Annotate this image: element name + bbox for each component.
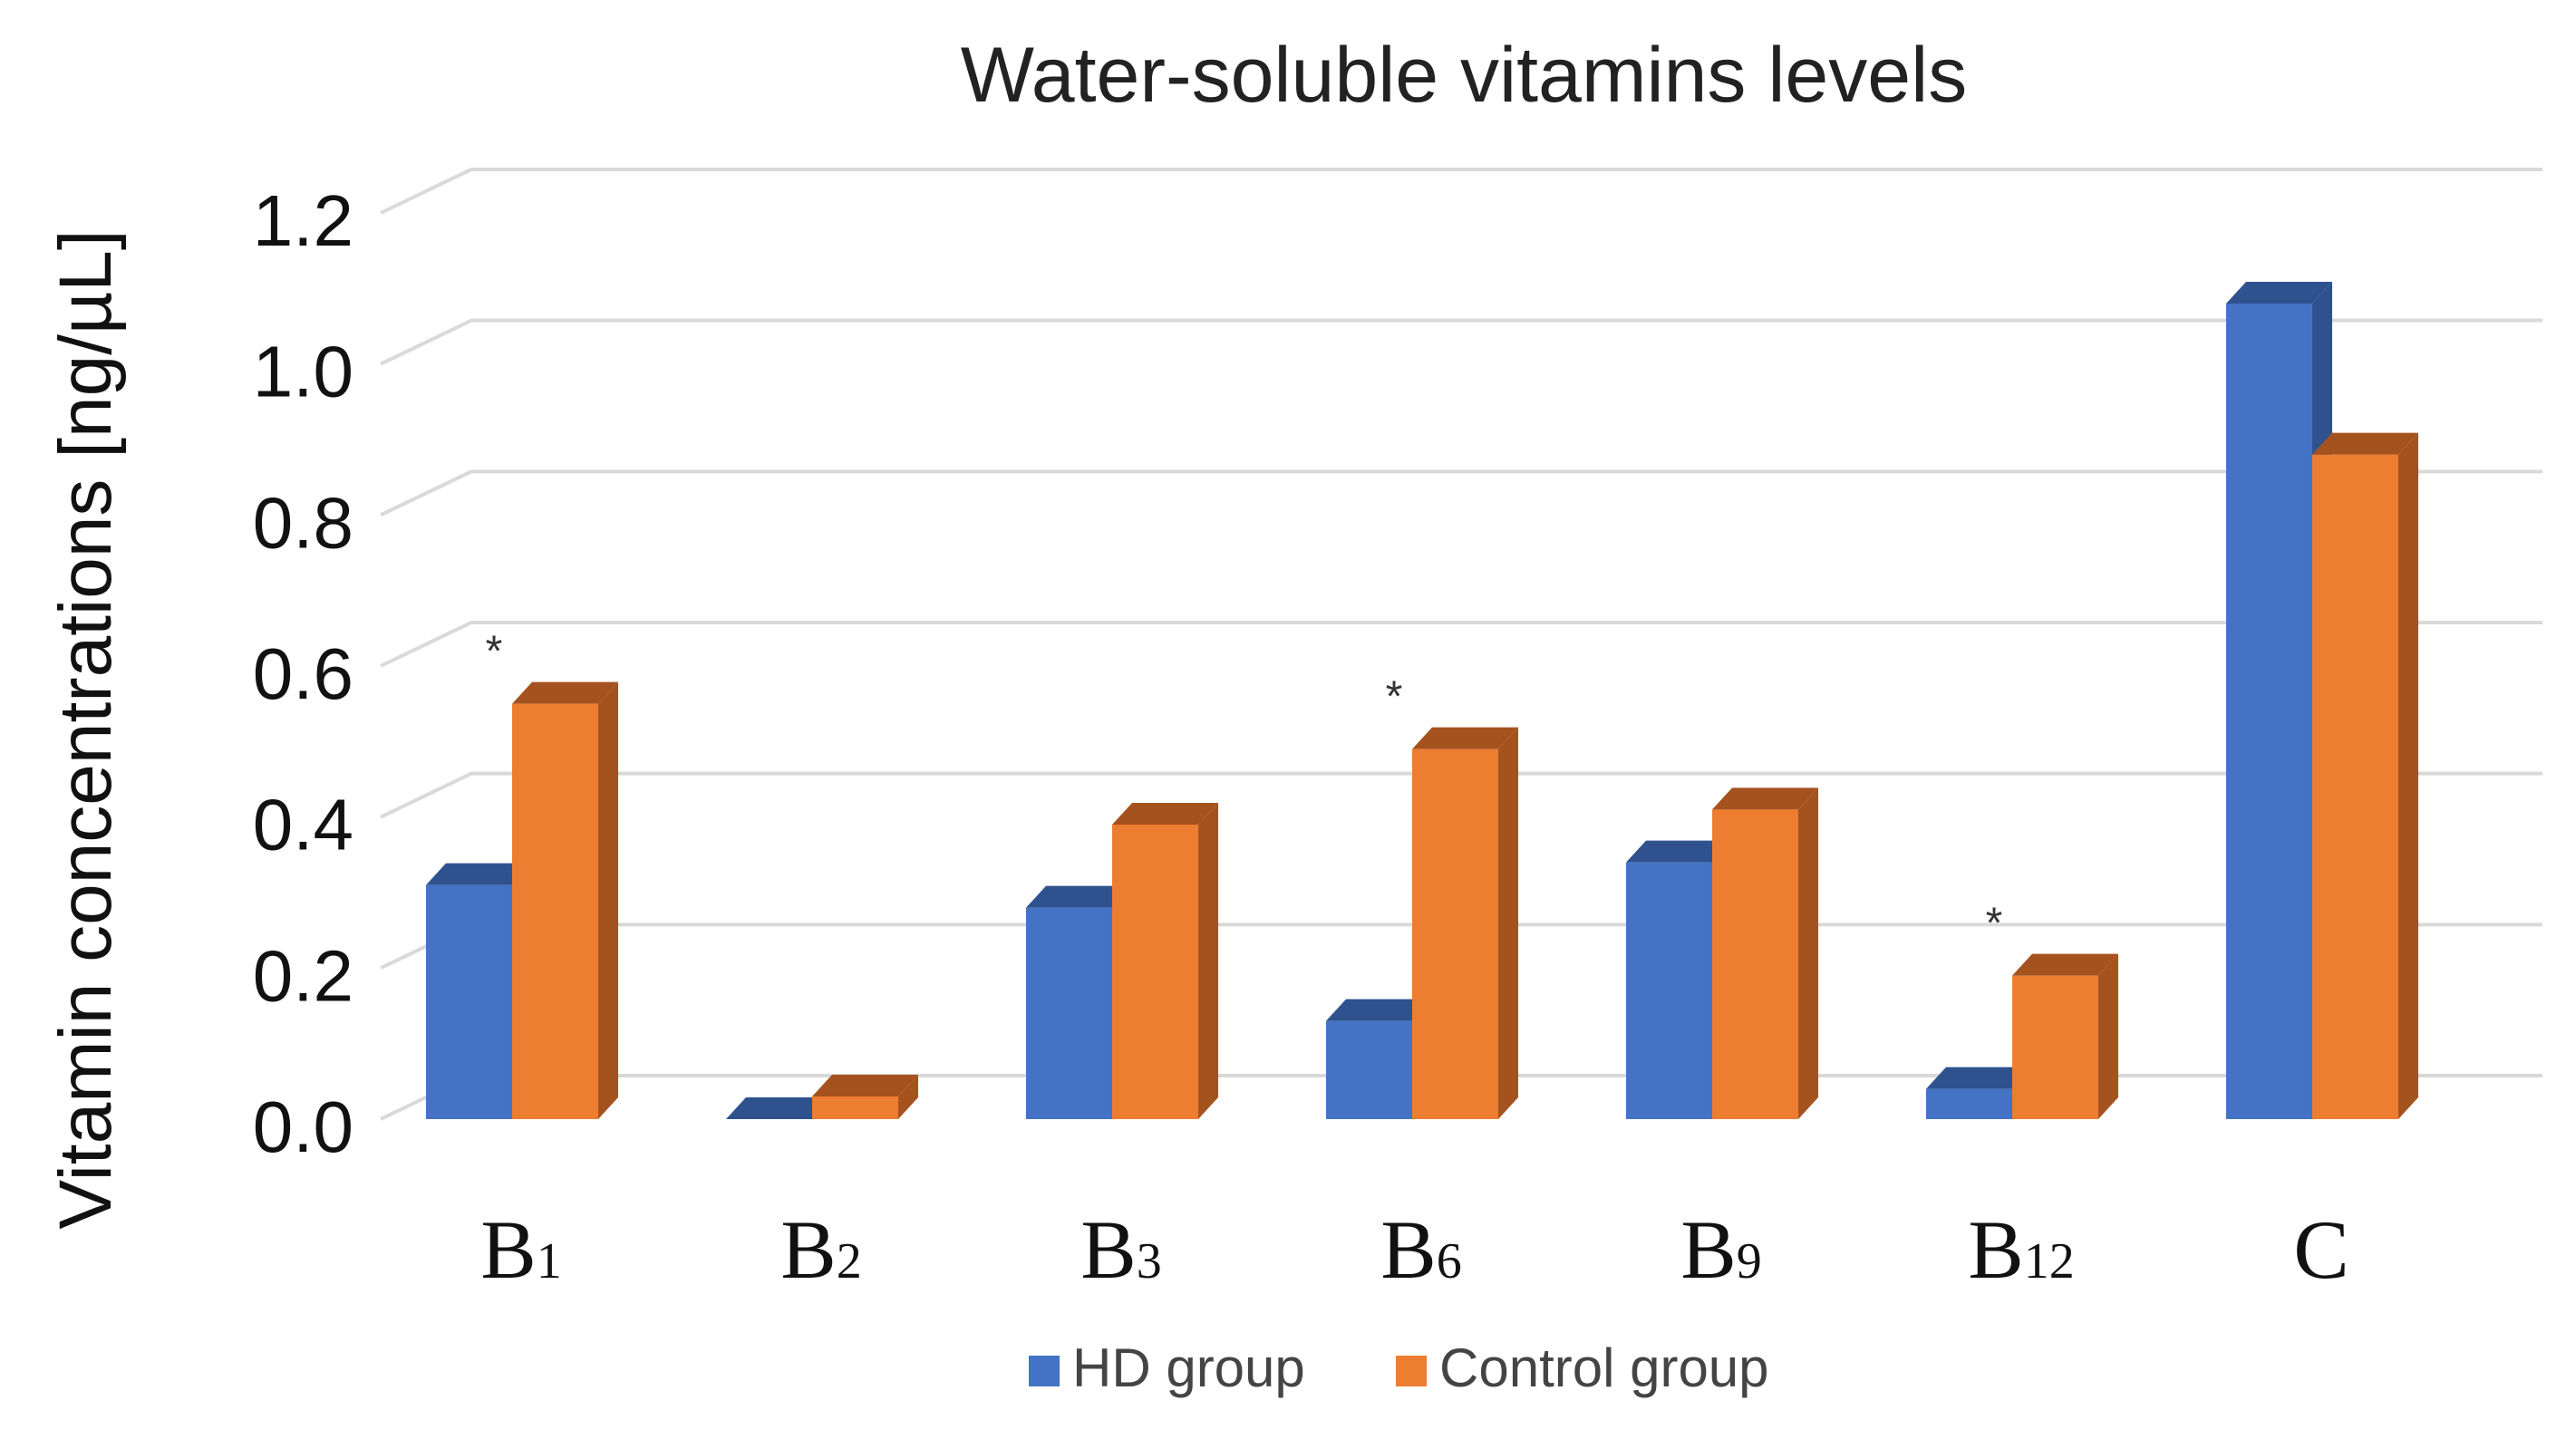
bar-top bbox=[1326, 999, 1432, 1021]
bar-front bbox=[1112, 825, 1198, 1119]
y-tick-label: 0.4 bbox=[253, 785, 353, 865]
x-tick-label: B3 bbox=[1080, 1203, 1161, 1296]
bar-top bbox=[1626, 840, 1732, 863]
bar-front bbox=[1412, 748, 1498, 1119]
bar-front bbox=[1026, 907, 1112, 1119]
bar-front bbox=[1626, 862, 1712, 1119]
bar-control-group bbox=[1112, 803, 1218, 1119]
bar-top bbox=[2226, 282, 2332, 304]
x-tick-letter: C bbox=[2293, 1203, 2348, 1296]
bar-top bbox=[1026, 885, 1132, 908]
bar-control-group bbox=[1712, 787, 1818, 1119]
x-tick-label: B9 bbox=[1680, 1203, 1761, 1296]
bar-control-group bbox=[1412, 727, 1518, 1119]
bar-top bbox=[1412, 727, 1518, 749]
bar-top bbox=[1712, 787, 1818, 810]
bar-top bbox=[2312, 432, 2418, 455]
legend-label: HD group bbox=[1072, 1338, 1305, 1398]
x-tick-label: B2 bbox=[780, 1203, 861, 1296]
bar-front bbox=[2226, 304, 2312, 1119]
x-tick-label: B12 bbox=[1968, 1203, 2074, 1296]
y-tick-label: 1.2 bbox=[253, 180, 353, 261]
bar-top bbox=[1112, 803, 1218, 825]
x-tick-subscript: 9 bbox=[1737, 1233, 1762, 1289]
bar-side bbox=[1798, 787, 1818, 1119]
gridline bbox=[380, 168, 2542, 215]
gridline bbox=[380, 469, 2542, 517]
y-tick-label: 0.0 bbox=[253, 1086, 353, 1167]
bar-top bbox=[812, 1075, 918, 1096]
y-axis-label: Vitamin concentrations [ng/µL] bbox=[44, 229, 127, 1229]
bar-side bbox=[898, 1075, 918, 1119]
bar-front bbox=[1926, 1088, 2012, 1119]
bar-front bbox=[2012, 975, 2098, 1119]
x-tick-letter: B bbox=[1968, 1203, 2023, 1296]
significance-marker: * bbox=[1386, 673, 1403, 721]
bar-hd-group bbox=[726, 1097, 832, 1119]
bar-side bbox=[1198, 803, 1218, 1119]
bars: * * * bbox=[426, 282, 2418, 1120]
x-tick-subscript: 2 bbox=[837, 1233, 862, 1289]
bar-top bbox=[426, 863, 532, 885]
x-tick-label: B6 bbox=[1380, 1203, 1461, 1296]
bar-top bbox=[726, 1097, 832, 1119]
bar-front bbox=[512, 703, 598, 1119]
bar-front bbox=[2312, 454, 2398, 1120]
chart-title: Water-soluble vitamins levels bbox=[961, 32, 1967, 119]
bar-front bbox=[1326, 1020, 1412, 1119]
bar-side bbox=[2398, 432, 2418, 1120]
y-tick-label: 1.0 bbox=[253, 332, 353, 412]
x-tick-subscript: 3 bbox=[1137, 1233, 1162, 1289]
significance-marker: * bbox=[486, 628, 503, 676]
y-tick-label: 0.6 bbox=[253, 633, 353, 714]
x-tick-letter: B bbox=[1380, 1203, 1436, 1296]
x-tick-letter: B bbox=[1080, 1203, 1136, 1296]
bar-front bbox=[812, 1096, 898, 1119]
legend: HD group Control group bbox=[1029, 1338, 1769, 1398]
bar-control-group bbox=[2012, 953, 2118, 1119]
bar-side bbox=[598, 681, 618, 1119]
bar-top bbox=[2012, 953, 2118, 976]
x-tick-subscript: 1 bbox=[537, 1233, 562, 1289]
bar-side bbox=[1498, 727, 1518, 1119]
legend-swatch bbox=[1029, 1356, 1060, 1386]
significance-marker: * bbox=[1986, 900, 2003, 948]
bar-control-group bbox=[2312, 432, 2418, 1120]
x-axis-ticks: B1 B2 B3 B6 B9 B12 C bbox=[480, 1203, 2348, 1296]
gridline bbox=[380, 771, 2542, 819]
x-tick-letter: B bbox=[780, 1203, 836, 1296]
bar-control-group bbox=[512, 681, 618, 1119]
gridline bbox=[380, 318, 2542, 366]
bar-front bbox=[1712, 809, 1798, 1119]
x-tick-label: C bbox=[2293, 1203, 2348, 1296]
x-tick-subscript: 6 bbox=[1437, 1233, 1462, 1289]
bar-front bbox=[426, 884, 512, 1119]
y-axis-ticks: 0.0 0.2 0.4 0.6 0.8 1.0 1.2 bbox=[253, 180, 353, 1167]
x-tick-letter: B bbox=[480, 1203, 536, 1296]
gridlines bbox=[380, 168, 2542, 1121]
gridline bbox=[380, 621, 2542, 668]
bar-top bbox=[1926, 1067, 2032, 1089]
legend-swatch bbox=[1396, 1356, 1427, 1386]
y-tick-label: 0.2 bbox=[253, 935, 353, 1016]
y-tick-label: 0.8 bbox=[253, 482, 353, 563]
bar-side bbox=[2098, 953, 2118, 1119]
bar-control-group bbox=[812, 1075, 918, 1119]
x-tick-letter: B bbox=[1680, 1203, 1736, 1296]
legend-label: Control group bbox=[1439, 1338, 1769, 1398]
x-tick-label: B1 bbox=[480, 1203, 561, 1296]
x-tick-subscript: 12 bbox=[2024, 1233, 2075, 1289]
bar-top bbox=[512, 681, 618, 704]
